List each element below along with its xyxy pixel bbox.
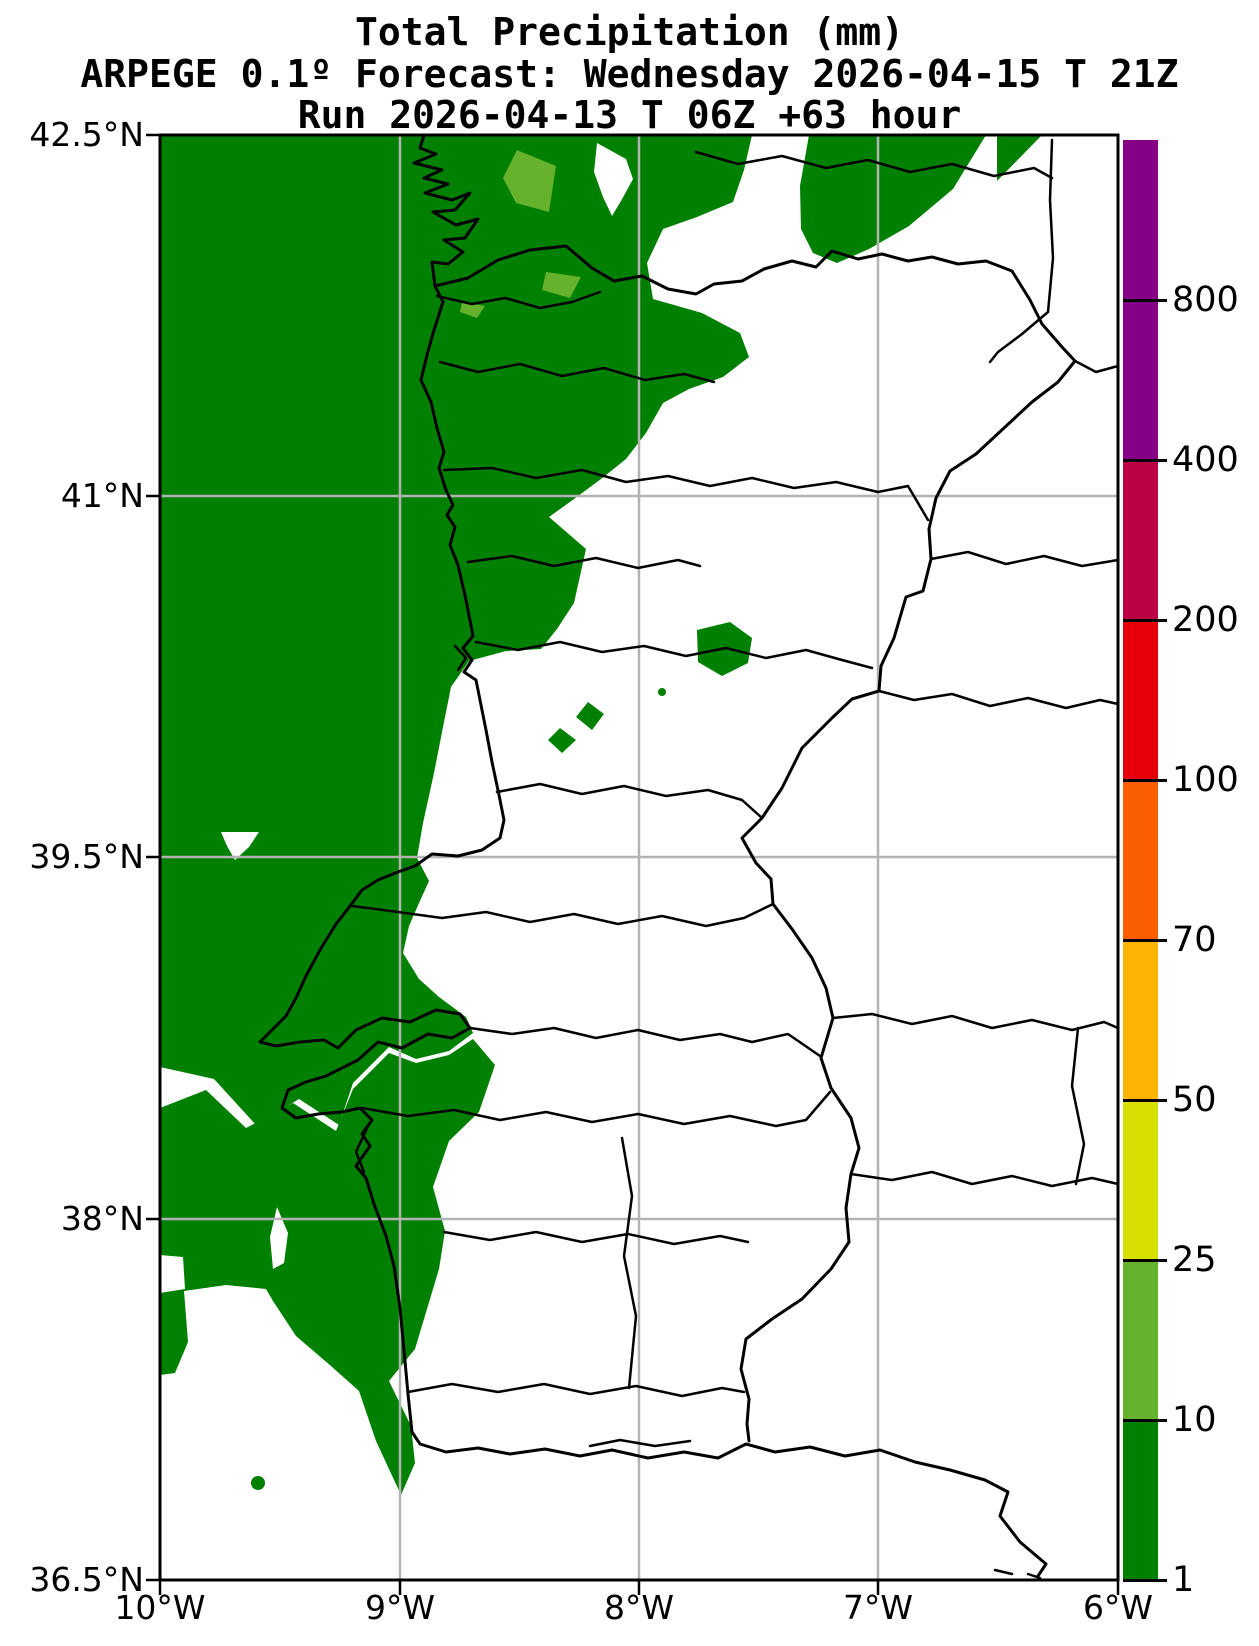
colorbar-tick [1123,619,1167,622]
colorbar-segment [1123,1260,1158,1420]
axis-ticks [146,133,1120,1595]
coastline-sado-spit [354,1124,370,1174]
colorbar-tick-label: 25 [1172,1240,1217,1280]
precip-blob-diamond-1 [576,702,604,730]
lon-label-7w: 7°W [842,1588,914,1627]
lon-label-9w: 9°W [364,1588,436,1627]
precip-region-northwest [160,135,752,1125]
colorbar-tick-label: 100 [1172,760,1239,800]
district-line [350,902,775,928]
district-borders [350,138,1120,1398]
district-line [620,1136,638,1390]
lat-label-36-5n: 36.5°N [29,1560,144,1599]
colorbar-tick [1123,299,1167,302]
lat-label-39-5n: 39.5°N [29,837,144,876]
province-line-spain [1073,359,1120,374]
colorbar-segment [1123,140,1158,300]
lon-label-10w: 10°W [114,1588,206,1627]
province-line-spain [988,138,1055,364]
district-line [435,290,602,310]
country-border [433,244,1077,1443]
coastline-islets [993,1568,1042,1580]
chart-subtitle: ARPEGE 0.1º Forecast: Wednesday 2026-04-… [80,52,1179,96]
coastline-main [258,133,1048,1578]
district-line [495,782,764,820]
lon-label-6w: 6°W [1082,1588,1154,1627]
gridlines [160,135,1118,1580]
district-line [360,1090,832,1128]
lat-label-38n: 38°N [60,1199,144,1238]
coastline-aveiro-lagoon [453,644,468,672]
colorbar-tick-label: 200 [1172,600,1239,640]
colorbar-segment [1123,780,1158,940]
precip-blob-diamond-2 [548,728,576,753]
colorbar-segment [1123,1100,1158,1260]
province-line-spain [877,689,1120,710]
lon-label-8w: 8°W [603,1588,675,1627]
precip-patch-3 [460,302,485,318]
colorbar-segment [1123,620,1158,780]
district-line [468,1026,822,1058]
province-line-spain [831,1012,1120,1032]
province-line-spain [929,550,1120,568]
colorbar-tick [1123,1419,1167,1422]
colorbar-tick [1123,1579,1167,1582]
colorbar-tick-label: 70 [1172,920,1217,960]
coastline [258,133,1048,1580]
colorbar-tick-label: 800 [1172,280,1239,320]
province-line-spain [1070,1026,1086,1186]
precip-blob-dot-1 [658,688,666,696]
district-line [406,1382,746,1398]
border-portugal-spain [433,244,1077,1443]
chart-run-info: Run 2026-04-13 T 06Z +63 hour [297,93,962,137]
province-line-spain [849,1170,1120,1188]
precip-fill-10-25 [460,150,581,318]
colorbar-tick [1123,1259,1167,1262]
precip-region-southwest [160,1039,495,1495]
district-line [474,640,874,670]
colorbar-bar [1123,140,1158,1580]
colorbar-tick-label: 50 [1172,1080,1217,1120]
colorbar-segment [1123,940,1158,1100]
colorbar-segment [1123,1420,1158,1580]
district-line [466,554,702,570]
lat-label-42-5n: 42.5°N [29,115,144,154]
colorbar-tick [1123,779,1167,782]
colorbar-segment [1123,300,1158,460]
district-line [442,1230,750,1246]
colorbar-tick [1123,939,1167,942]
chart-title: Total Precipitation (mm) [354,10,905,54]
precip-patch-2 [542,272,581,298]
colorbar-tick [1123,459,1167,462]
precip-blob-dot-2 [251,1476,265,1490]
lat-label-41n: 41°N [60,476,144,515]
precip-patch-1 [503,150,556,212]
province-line-spain [694,150,1054,180]
colorbar-tick-label: 400 [1172,440,1239,480]
colorbar-tick-label: 10 [1172,1400,1217,1440]
colorbar-tick-label: 1 [1172,1560,1195,1600]
district-line [442,466,930,522]
district-line [438,360,716,384]
coastline-faro-lagoon [588,1438,692,1448]
colorbar-tick [1123,1099,1167,1102]
colorbar-segment [1123,460,1158,620]
map-frame [158,133,1120,1582]
precip-region-corner [997,135,1042,181]
